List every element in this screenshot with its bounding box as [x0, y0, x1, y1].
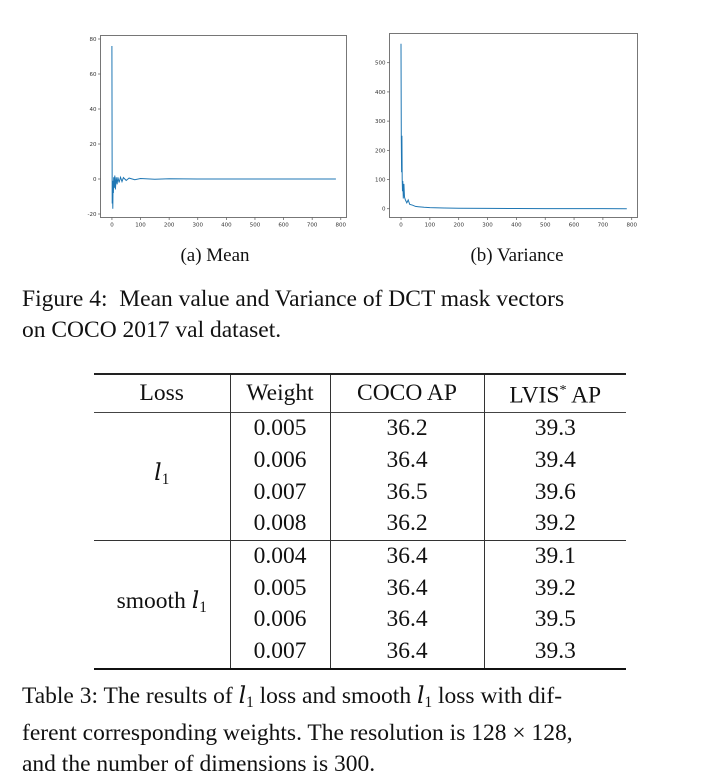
mean-series-line — [111, 45, 336, 209]
lvis-ap-cell: 39.1 — [483, 540, 626, 573]
svg-text:300: 300 — [193, 223, 204, 229]
svg-text:700: 700 — [307, 223, 318, 229]
mean-x-axis: 0 100 200 300 400 500 600 700 800 — [110, 217, 347, 229]
svg-text:500: 500 — [375, 61, 386, 67]
svg-text:100: 100 — [135, 223, 146, 229]
table-group-smooth-l1: smooth l1 0.004 36.4 39.1 0.005 36.4 39.… — [94, 540, 626, 669]
svg-text:700: 700 — [598, 223, 609, 229]
svg-text:500: 500 — [540, 223, 551, 229]
svg-text:800: 800 — [336, 223, 347, 229]
loss-var: l — [154, 458, 162, 487]
loss-sub: 1 — [161, 471, 170, 489]
weight-cell: 0.005 — [229, 572, 330, 605]
header-lvis-ap-text: AP — [566, 382, 602, 409]
table-row: 0.007 36.5 39.6 — [94, 476, 626, 509]
table-row: smooth l1 0.004 36.4 39.1 — [94, 540, 626, 616]
coco-ap-cell: 36.5 — [329, 476, 484, 509]
loss-cell-smooth-l1: smooth l1 — [116, 586, 207, 616]
figure-caption: Figure 4: Mean value and Variance of DCT… — [22, 284, 690, 346]
lvis-ap-cell: 39.5 — [483, 604, 626, 637]
table-row: 0.006 36.4 39.5 — [94, 604, 626, 637]
lvis-ap-cell: 39.4 — [483, 444, 626, 477]
coco-ap-cell: 36.4 — [329, 572, 484, 605]
header-lvis-ap: LVIS* AP — [483, 374, 626, 413]
svg-text:400: 400 — [511, 223, 522, 229]
svg-text:400: 400 — [375, 90, 386, 96]
svg-text:500: 500 — [250, 223, 261, 229]
lvis-ap-cell: 39.6 — [483, 476, 626, 509]
weight-cell: 0.007 — [229, 476, 330, 509]
subfigure-a-caption: (a) Mean — [180, 245, 250, 266]
svg-text:100: 100 — [425, 223, 436, 229]
table-row: 0.006 36.4 39.4 — [94, 444, 626, 477]
svg-text:0: 0 — [110, 223, 114, 229]
variance-x-axis: 0 100 200 300 400 500 600 700 800 — [399, 217, 637, 229]
table-group-l1: l1 0.005 36.2 39.3 0.006 36.4 39.4 0.007… — [94, 412, 626, 541]
svg-text:0: 0 — [382, 207, 386, 213]
figure-caption-line1: Figure 4: Mean value and Variance of DCT… — [22, 286, 565, 312]
table-row: l1 0.005 36.2 39.3 — [94, 412, 626, 488]
svg-text:800: 800 — [626, 223, 637, 229]
variance-chart: 0 100 200 300 400 500 0 100 200 300 400 500 600 700 8… — [375, 33, 638, 229]
coco-ap-cell: 36.2 — [329, 508, 484, 541]
svg-text:20: 20 — [90, 142, 97, 148]
table-caption-line1: Table 3: The results of l1 loss and smoo… — [22, 681, 563, 711]
svg-text:400: 400 — [221, 223, 232, 229]
weight-cell: 0.006 — [229, 604, 330, 637]
variance-y-axis: 0 100 200 300 400 500 — [375, 61, 390, 213]
weight-cell: 0.006 — [229, 444, 330, 477]
header-lvis-text: LVIS — [509, 382, 560, 409]
variance-chart-frame — [389, 33, 638, 218]
lvis-ap-cell: 39.2 — [483, 572, 626, 605]
svg-text:200: 200 — [453, 223, 464, 229]
loss-sub: 1 — [199, 598, 207, 616]
lvis-ap-cell: 39.3 — [483, 412, 626, 445]
subfigure-b-caption: (b) Variance — [470, 245, 564, 266]
table-caption: Table 3: The results of l1 loss and smoo… — [22, 680, 690, 780]
svg-text:600: 600 — [569, 223, 580, 229]
figure-caption-line2: on COCO 2017 val dataset. — [22, 317, 282, 343]
header-lvis-star: * — [559, 382, 567, 398]
coco-ap-cell: 36.4 — [329, 636, 484, 669]
svg-text:0: 0 — [399, 223, 403, 229]
weight-cell: 0.005 — [229, 412, 330, 445]
coco-ap-cell: 36.2 — [329, 412, 484, 445]
table-row: 0.005 36.4 39.2 — [94, 572, 626, 605]
header-loss: Loss — [139, 379, 184, 406]
svg-text:60: 60 — [90, 72, 97, 78]
variance-series-line — [400, 43, 627, 210]
table-caption-line2: ferent corresponding weights. The resolu… — [22, 719, 573, 746]
table-row: 0.008 36.2 39.2 — [94, 508, 626, 541]
svg-text:80: 80 — [90, 37, 97, 43]
svg-text:100: 100 — [375, 178, 386, 184]
weight-cell: 0.008 — [229, 508, 330, 541]
coco-ap-cell: 36.4 — [329, 444, 484, 477]
results-table: Loss Weight COCO AP LVIS* AP l1 0.005 36… — [94, 373, 626, 670]
svg-text:300: 300 — [482, 223, 493, 229]
mean-y-axis: -20 0 20 40 60 80 — [88, 37, 101, 218]
weight-cell: 0.007 — [229, 636, 330, 669]
lvis-ap-cell: 39.2 — [483, 508, 626, 541]
coco-ap-cell: 36.4 — [329, 604, 484, 637]
table-header-row: Loss Weight COCO AP LVIS* AP — [94, 374, 626, 413]
figure-plots: -20 0 20 40 60 80 0 100 200 300 400 500 600 700 800 0… — [88, 33, 638, 229]
svg-text:200: 200 — [164, 223, 175, 229]
loss-cell-l1: l1 — [94, 413, 230, 541]
header-coco-ap: COCO AP — [329, 374, 484, 413]
header-weight: Weight — [229, 374, 330, 413]
lvis-ap-cell: 39.3 — [483, 636, 626, 669]
table-row: 0.007 36.4 39.3 — [94, 636, 626, 669]
svg-text:600: 600 — [278, 223, 289, 229]
svg-text:-20: -20 — [88, 212, 97, 218]
svg-text:300: 300 — [375, 119, 386, 125]
weight-cell: 0.004 — [229, 540, 330, 573]
mean-chart: -20 0 20 40 60 80 0 100 200 300 400 500 600 700 800 — [88, 35, 347, 229]
table-caption-line3: and the number of dimensions is 300. — [22, 750, 376, 777]
loss-var: l — [191, 586, 200, 615]
coco-ap-cell: 36.4 — [329, 540, 484, 573]
svg-text:0: 0 — [93, 177, 97, 183]
mean-chart-frame — [100, 35, 347, 218]
svg-text:40: 40 — [90, 107, 97, 113]
svg-text:200: 200 — [375, 148, 386, 154]
